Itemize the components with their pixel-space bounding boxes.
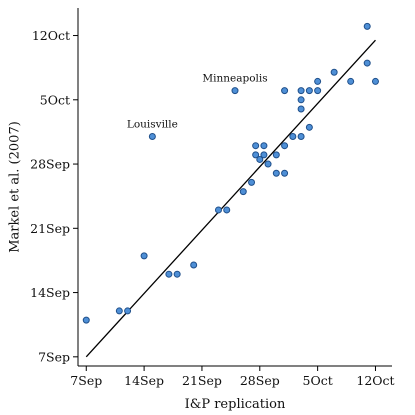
x-axis-ticks: 7Sep 14Sep 21Sep 28Sep 5Oct 12Oct xyxy=(70,366,395,388)
data-point xyxy=(214,206,222,214)
x-tick-label: 7Sep xyxy=(70,373,102,388)
data-point xyxy=(314,87,322,95)
y-tick-label: 21Sep xyxy=(30,221,70,236)
x-tick-label: 28Sep xyxy=(240,373,280,388)
x-tick-label: 5Oct xyxy=(303,373,333,388)
data-point xyxy=(82,316,90,324)
data-point xyxy=(248,178,256,186)
fit-layer xyxy=(85,39,376,358)
data-point xyxy=(289,133,297,141)
data-point xyxy=(305,87,313,95)
data-point xyxy=(223,206,231,214)
data-point xyxy=(239,188,247,196)
data-point xyxy=(256,155,264,163)
data-point xyxy=(260,142,268,150)
data-point xyxy=(264,160,272,168)
y-axis-title: Markel et al. (2007) xyxy=(8,121,23,253)
y-tick-label: 5Oct xyxy=(40,92,70,107)
y-tick-label: 12Oct xyxy=(32,28,70,43)
data-point xyxy=(124,307,132,315)
data-point xyxy=(297,96,305,104)
data-point xyxy=(252,151,260,159)
data-point xyxy=(165,270,173,278)
point-annotation: Minneapolis xyxy=(202,73,267,85)
data-point xyxy=(330,68,338,76)
point-annotation: Louisville xyxy=(127,119,178,131)
data-point xyxy=(272,169,280,177)
plot-area: Louisville Minneapolis xyxy=(82,22,379,358)
data-point xyxy=(281,142,289,150)
x-axis-title: I&P replication xyxy=(185,397,286,412)
data-point xyxy=(272,151,280,159)
y-tick-label: 7Sep xyxy=(38,349,70,364)
y-tick-label: 28Sep xyxy=(30,157,70,172)
data-point xyxy=(297,87,305,95)
data-point xyxy=(281,169,289,177)
data-point xyxy=(281,87,289,95)
y-tick-label: 14Sep xyxy=(30,285,70,300)
data-point xyxy=(252,142,260,150)
x-tick-label: 14Sep xyxy=(124,373,164,388)
points-layer xyxy=(82,22,379,324)
data-point xyxy=(363,59,371,67)
fit-line xyxy=(85,39,376,358)
data-point xyxy=(305,123,313,131)
data-point xyxy=(231,87,239,95)
data-point xyxy=(297,133,305,141)
data-point xyxy=(297,105,305,113)
annotations: Louisville Minneapolis xyxy=(127,73,268,131)
data-point xyxy=(314,77,322,85)
x-tick-label: 12Oct xyxy=(356,373,394,388)
data-point xyxy=(115,307,123,315)
data-point xyxy=(371,77,379,85)
data-point xyxy=(260,151,268,159)
data-point xyxy=(363,22,371,30)
data-point xyxy=(173,270,181,278)
x-tick-label: 21Sep xyxy=(182,373,222,388)
data-point xyxy=(347,77,355,85)
data-point xyxy=(140,252,148,260)
data-point xyxy=(190,261,198,269)
data-point xyxy=(148,133,156,141)
y-axis-ticks: 7Sep 14Sep 21Sep 28Sep 5Oct 12Oct xyxy=(30,28,78,364)
